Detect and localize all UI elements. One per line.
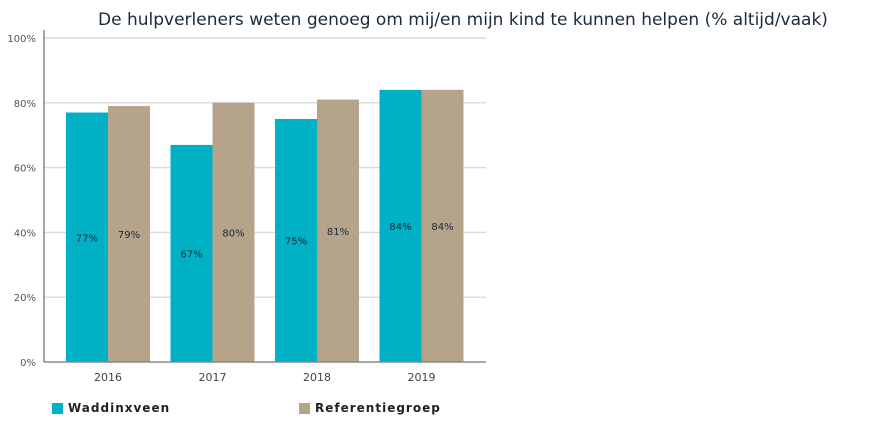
legend-item-referentiegroep: Referentiegroep <box>299 401 441 415</box>
bar-waddinxveen-2019 <box>379 89 422 362</box>
data-label: 81% <box>327 227 349 238</box>
legend-swatch <box>52 402 63 414</box>
y-tick-label: 20% <box>14 293 36 304</box>
legend-swatch <box>299 402 310 414</box>
data-label: 79% <box>118 230 140 241</box>
legend-label: Waddinxveen <box>68 401 171 415</box>
bar-referentiegroep-2016 <box>108 106 150 362</box>
x-tick-label: 2019 <box>408 371 436 384</box>
y-tick-label: 0% <box>20 358 36 369</box>
data-label: 67% <box>180 249 202 260</box>
legend-item-waddinxveen: Waddinxveen <box>52 401 170 415</box>
bar-waddinxveen-2016 <box>66 112 108 363</box>
data-label: 77% <box>76 233 98 244</box>
data-label: 84% <box>431 222 453 233</box>
bar-waddinxveen-2018 <box>275 119 317 362</box>
bar-referentiegroep-2017 <box>212 102 255 363</box>
y-tick-label: 40% <box>14 228 36 239</box>
data-label: 80% <box>222 228 244 239</box>
data-label: 75% <box>285 237 307 248</box>
legend-label: Referentiegroep <box>315 401 441 415</box>
bar-waddinxveen-2017 <box>170 144 213 362</box>
x-tick-label: 2017 <box>199 371 227 384</box>
chart-title: De hulpverleners weten genoeg om mij/en … <box>98 10 828 30</box>
x-tick-label: 2016 <box>94 371 122 384</box>
bar-referentiegroep-2019 <box>421 89 464 362</box>
y-tick-label: 80% <box>14 99 36 110</box>
y-tick-label: 60% <box>14 164 36 175</box>
data-label: 84% <box>389 222 411 233</box>
x-tick-label: 2018 <box>303 371 331 384</box>
bar-referentiegroep-2018 <box>317 99 359 362</box>
y-tick-label: 100% <box>7 34 36 45</box>
